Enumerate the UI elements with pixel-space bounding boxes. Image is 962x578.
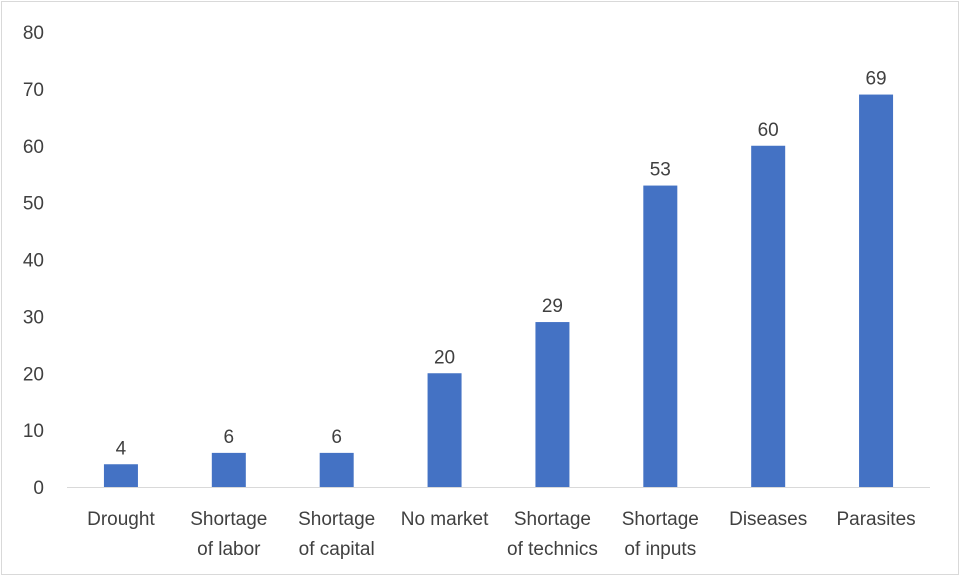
category-label: Shortage xyxy=(514,509,591,530)
y-tick-label: 30 xyxy=(23,307,44,328)
bar xyxy=(103,464,138,487)
y-tick-label: 60 xyxy=(23,137,44,158)
y-tick-label: 80 xyxy=(23,23,44,44)
data-label: 6 xyxy=(331,427,342,448)
data-label: 60 xyxy=(758,120,779,141)
y-tick-label: 0 xyxy=(33,478,44,499)
category-label: Shortage xyxy=(190,509,267,530)
bar xyxy=(643,185,678,487)
bar xyxy=(751,145,786,487)
category-label: No market xyxy=(401,509,489,530)
category-label: Drought xyxy=(87,509,155,530)
bar xyxy=(427,373,462,487)
category-label: Parasites xyxy=(836,509,915,530)
y-axis-ticks: 0 10 20 30 40 50 60 70 80 xyxy=(23,23,44,499)
data-label: 69 xyxy=(865,69,886,90)
data-label: 53 xyxy=(650,160,671,181)
bar xyxy=(859,94,894,487)
data-label: 4 xyxy=(116,438,127,459)
data-label: 29 xyxy=(542,296,563,317)
data-labels: 4 6 6 20 29 53 60 69 xyxy=(116,69,887,460)
category-label: of technics xyxy=(507,539,598,560)
bar xyxy=(319,452,354,487)
category-label: of inputs xyxy=(624,539,696,560)
y-tick-label: 70 xyxy=(23,80,44,101)
data-label: 6 xyxy=(224,427,235,448)
y-tick-label: 20 xyxy=(23,364,44,385)
category-label: of labor xyxy=(197,539,261,560)
category-labels: Drought Shortage of labor Shortage of capita… xyxy=(87,509,916,560)
category-label: Shortage xyxy=(622,509,699,530)
category-label: of capital xyxy=(299,539,375,560)
bar xyxy=(211,452,246,487)
category-label: Diseases xyxy=(729,509,807,530)
category-label: Shortage xyxy=(298,509,375,530)
y-tick-label: 10 xyxy=(23,421,44,442)
y-tick-label: 40 xyxy=(23,251,44,272)
bars xyxy=(103,94,894,487)
data-label: 20 xyxy=(434,347,455,368)
y-tick-label: 50 xyxy=(23,194,44,215)
bar xyxy=(535,322,570,487)
